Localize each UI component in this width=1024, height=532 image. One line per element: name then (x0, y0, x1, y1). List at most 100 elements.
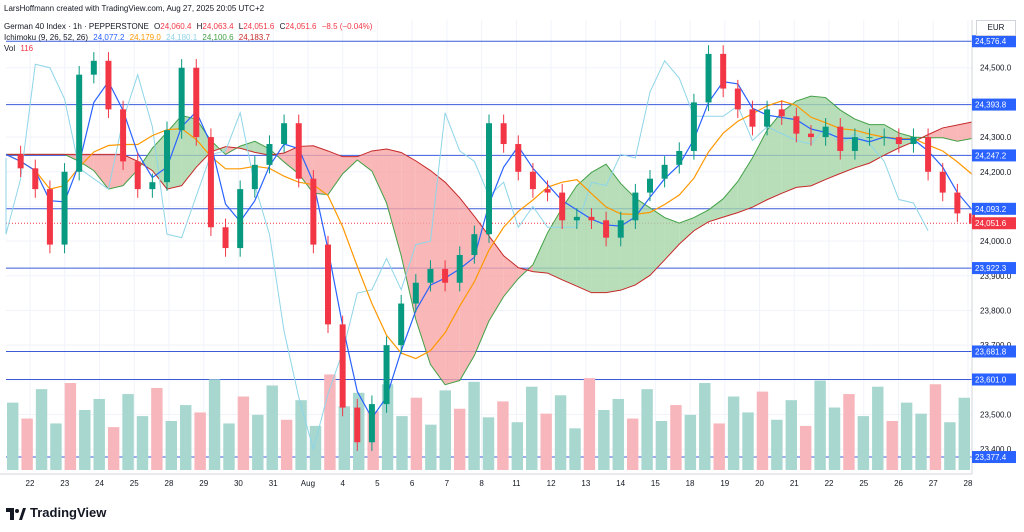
cloud-segment (737, 157, 753, 213)
candle-body (866, 137, 873, 139)
candle-body (339, 324, 346, 408)
x-tick-label: 27 (929, 479, 938, 488)
level-label: 24,576.4 (975, 37, 1007, 46)
candle-body (17, 154, 24, 169)
candle-body (544, 189, 551, 193)
level-label: 24,393.8 (975, 101, 1007, 110)
volume-bar (410, 397, 423, 470)
x-tick-label: 23 (60, 479, 69, 488)
level-tag (972, 202, 1016, 215)
cloud-segment (840, 110, 855, 174)
change-value: −8.5 (−0.04%) (321, 22, 373, 31)
cloud-segment (371, 148, 387, 203)
x-tick-label: 19 (720, 479, 729, 488)
candle-body (720, 53, 727, 89)
candle-body (222, 227, 229, 249)
span-a-value: 24,100.6 (202, 33, 234, 42)
y-tick-label: 24,500.0 (980, 64, 1012, 73)
x-tick-label: 28 (964, 479, 973, 488)
volume-bar (50, 423, 62, 470)
candle-body (486, 123, 492, 235)
span-b-value: 24,183.7 (238, 33, 270, 42)
candle-body (705, 53, 712, 103)
cloud-segment (474, 216, 489, 356)
price-axis: 23,400.023,500.023,600.023,700.023,800.0… (971, 20, 1016, 474)
cloud-segment (635, 198, 650, 285)
volume-bar (79, 409, 91, 470)
volume-bar (670, 405, 682, 470)
volume-bar (843, 394, 855, 470)
candle-body (910, 137, 917, 145)
ichimoku-label: Ichimoku (9, 26, 52, 26) (4, 33, 89, 42)
tradingview-brand: TradingView (6, 505, 106, 520)
volume-bar (785, 400, 797, 470)
volume-legend[interactable]: Vol 116 (4, 44, 33, 54)
level-tag (972, 35, 1016, 48)
cloud-segment (679, 217, 694, 245)
level-label: 24,247.2 (975, 151, 1007, 160)
volume-bar (756, 391, 769, 470)
volume-bar (324, 374, 336, 470)
cloud-segment (415, 160, 431, 365)
cloud-segment (752, 130, 768, 208)
cloud-segment (254, 141, 270, 156)
candle-body (559, 192, 566, 221)
volume-bar (425, 424, 437, 470)
candle-body (515, 144, 522, 172)
candle-body (442, 268, 449, 283)
x-tick-label: 8 (479, 479, 484, 488)
cloud-segment (167, 115, 182, 190)
candle-body (281, 123, 288, 145)
currency-badge[interactable]: EUR (976, 20, 1016, 36)
volume-bars (7, 374, 970, 470)
y-tick-label: 23,900.0 (980, 272, 1012, 281)
volume-bar (540, 413, 552, 470)
candle-body (427, 268, 434, 283)
level-tag (972, 451, 1016, 464)
candle-body (164, 130, 170, 183)
volume-bar (554, 395, 567, 470)
symbol-legend[interactable]: German 40 Index · 1h · PEPPERSTONE O24,0… (4, 22, 373, 31)
volume-bar (886, 421, 898, 470)
symbol-title: German 40 Index · 1h · PEPPERSTONE (4, 22, 149, 31)
volume-bar (252, 414, 264, 470)
volume-bar (266, 385, 278, 470)
volume-bar (612, 398, 624, 470)
level-tag (972, 98, 1016, 111)
candle-body (310, 178, 317, 245)
cloud-segment (869, 124, 885, 164)
cloud-segment (313, 145, 328, 195)
volume-bar (583, 378, 596, 470)
candle-body (734, 88, 741, 110)
candle-body (632, 192, 639, 221)
cloud-segment (489, 235, 504, 321)
volume-bar (655, 421, 668, 470)
cloud-segment (459, 197, 475, 381)
ichimoku-legend[interactable]: Ichimoku (9, 26, 52, 26) 24,077.2 24,179… (4, 33, 273, 43)
last-price-tag (972, 217, 1016, 230)
candle-body (295, 123, 302, 179)
candle-body (764, 109, 771, 127)
x-tick-label: 7 (445, 479, 450, 488)
volume-bar (194, 412, 206, 470)
x-tick-label: 6 (410, 479, 415, 488)
level-label: 24,093.2 (975, 205, 1007, 214)
high-value: 24,063.4 (202, 22, 234, 31)
cloud-segment (503, 255, 519, 297)
volume-bar (929, 384, 942, 470)
cloud-segment (532, 232, 548, 274)
volume-bar (958, 397, 970, 470)
candle-body (588, 216, 595, 221)
candle-body (471, 234, 478, 255)
volume-bar (223, 423, 235, 470)
volume-bar (771, 419, 783, 470)
volume-bar (453, 408, 466, 470)
price-candles (17, 45, 975, 451)
candle-body (749, 109, 756, 127)
volume-bar (828, 407, 841, 470)
cloud-segment (664, 217, 680, 260)
candle-body (383, 345, 390, 405)
cloud-segment (547, 207, 563, 280)
x-tick-label: 30 (234, 479, 243, 488)
